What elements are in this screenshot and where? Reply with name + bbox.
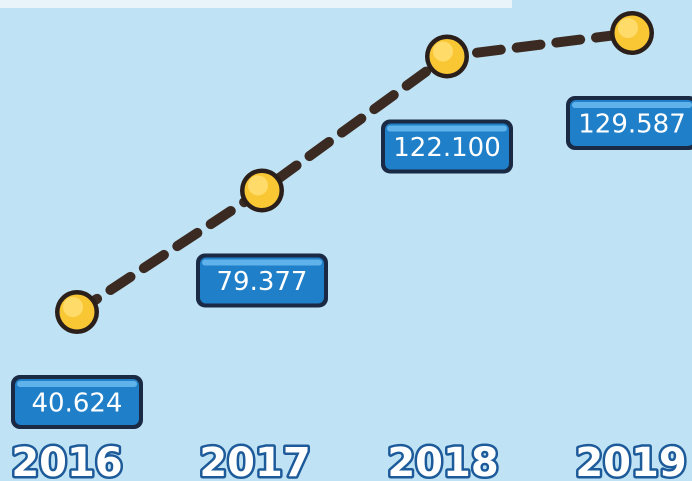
top-strip [0,0,512,8]
x-tick-label: 2018 [387,440,498,481]
marker-highlight [618,18,638,38]
label-box [570,100,692,146]
value-label: 79.377 [217,267,308,297]
label-box-highlight [572,102,692,108]
value-label: 129.587 [578,110,686,140]
x-tick-label: 2017 [199,440,310,481]
label-box-highlight [202,259,322,266]
label-box-highlight [387,125,507,132]
label-box [385,123,509,170]
x-tick-label: 2016 [11,440,122,481]
label-box [15,379,139,425]
marker-highlight [63,297,83,317]
line [72,28,637,317]
marker-highlight [433,41,453,62]
x-tick-label: 2019 [575,440,686,481]
value-label: 40.624 [32,389,123,419]
label-box-highlight [17,381,137,387]
value-label: 122.100 [393,133,501,163]
label-box [200,257,324,304]
marker-highlight [248,175,268,196]
